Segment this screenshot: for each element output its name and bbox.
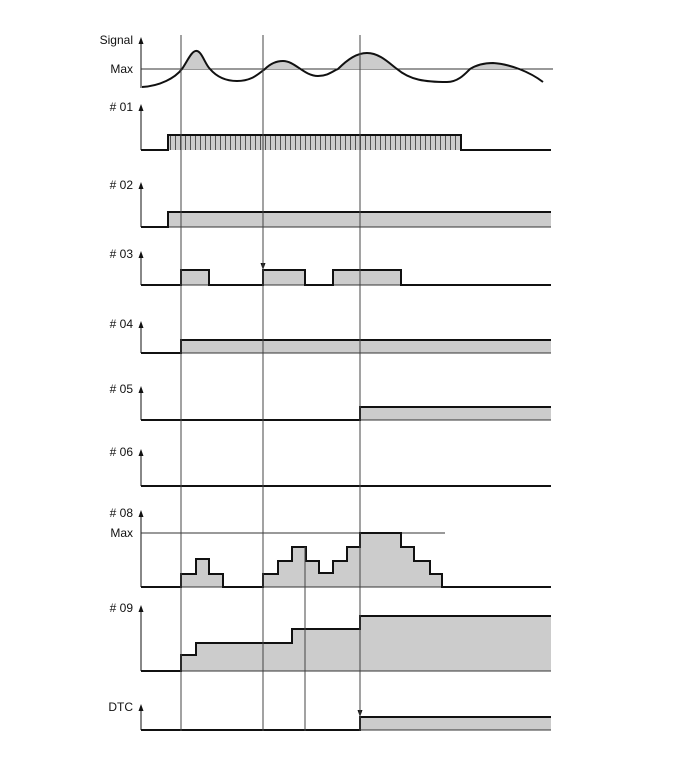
axis-arrow-icon — [138, 251, 144, 258]
row-label: # 02 — [110, 178, 134, 192]
row-label: # 01 — [110, 100, 134, 114]
signal-over-max-area — [182, 50, 520, 69]
active-area — [181, 340, 551, 353]
row-label: # 04 — [110, 317, 134, 331]
row-09: # 09 — [110, 601, 551, 672]
row-label: # 09 — [110, 601, 134, 615]
waveform — [141, 134, 551, 151]
row-05: # 05 — [110, 382, 551, 421]
row-04: # 04 — [110, 317, 551, 354]
row-label: # 03 — [110, 247, 134, 261]
axis-arrow-icon — [138, 104, 144, 111]
row-01: # 01 — [110, 100, 551, 151]
row-08: # 08 Max — [110, 506, 551, 588]
signal-curve — [141, 49, 544, 88]
row-label: # 05 — [110, 382, 134, 396]
axis-arrow-icon — [138, 37, 144, 44]
event-guides — [180, 35, 361, 731]
axis-arrow-icon — [138, 704, 144, 711]
axis-arrow-icon — [138, 321, 144, 328]
pulse-area — [263, 270, 305, 285]
axis-arrow-icon — [138, 449, 144, 456]
axis-arrow-icon — [138, 510, 144, 517]
axis-arrow-icon — [138, 605, 144, 612]
accumulated-area — [181, 616, 551, 671]
active-area — [360, 717, 551, 730]
row-label: # 08 — [110, 506, 134, 520]
pulse-train-area — [168, 135, 461, 150]
pulse-area — [333, 270, 401, 285]
axis-arrow-icon — [138, 182, 144, 189]
waveform — [141, 532, 551, 588]
row-06: # 06 — [110, 445, 551, 487]
row-signal: Signal Max — [100, 33, 553, 88]
max-label: Max — [110, 526, 133, 540]
waveform — [141, 269, 551, 286]
max-label: Max — [110, 62, 133, 76]
counter-area — [181, 533, 442, 587]
row-02: # 02 — [110, 178, 551, 228]
row-label: # 06 — [110, 445, 134, 459]
row-label: DTC — [108, 700, 133, 714]
axis-arrow-icon — [138, 386, 144, 393]
pulse-area — [181, 270, 209, 285]
row-03: # 03 — [110, 247, 551, 286]
row-label: Signal — [100, 33, 133, 47]
active-area — [360, 407, 551, 420]
row-dtc: DTC — [108, 700, 551, 731]
